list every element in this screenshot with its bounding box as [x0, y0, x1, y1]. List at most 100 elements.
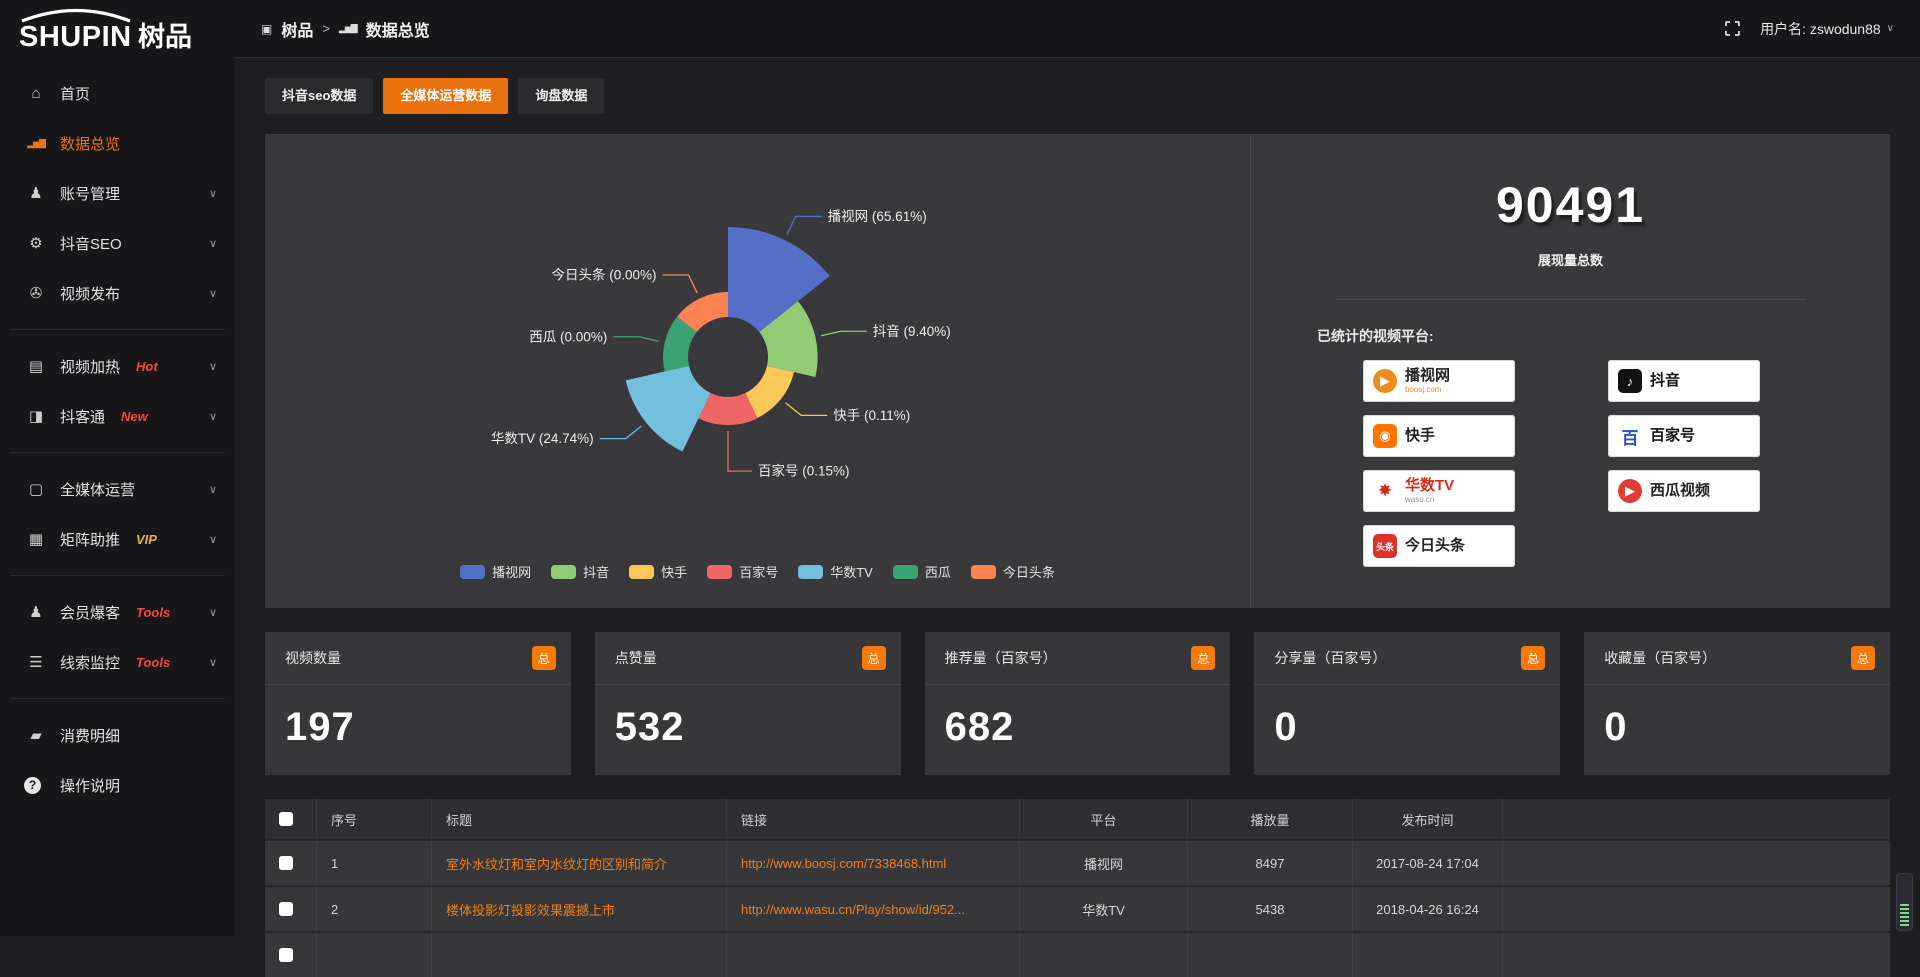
chat-icon: ◨: [24, 407, 48, 425]
total-badge: 总: [1521, 646, 1545, 670]
table-cell-extra: [1503, 887, 1890, 931]
pie-slice-播视网[interactable]: [728, 227, 830, 332]
total-badge: 总: [532, 646, 556, 670]
table-cell-checkbox: [265, 887, 317, 931]
sliders-icon: ☰: [24, 653, 48, 671]
sidebar-item-抖音SEO[interactable]: ⚙抖音SEO∨: [0, 218, 235, 268]
nav-divider: [10, 698, 225, 699]
select-all-checkbox[interactable]: [279, 812, 293, 826]
table-cell-seq: 1: [317, 841, 432, 885]
total-impressions-value: 90491: [1251, 176, 1890, 234]
pie-slice-华数TV[interactable]: [625, 366, 710, 452]
platform-subtext: wasu.cn: [1405, 496, 1454, 504]
floating-scroll-widget[interactable]: [1896, 873, 1913, 931]
table-header-cell: 序号: [317, 799, 432, 839]
pie-label-今日头条: 今日头条 (0.00%): [551, 267, 656, 283]
tab-询盘数据[interactable]: 询盘数据: [518, 78, 604, 114]
table-cell-platform: [1020, 933, 1188, 977]
tab-抖音seo数据[interactable]: 抖音seo数据: [265, 78, 373, 114]
user-menu[interactable]: 用户名: zswodun88 ∨: [1760, 19, 1894, 39]
legend-label: 快手: [661, 562, 687, 581]
platform-subtext: boosj.com: [1405, 386, 1450, 394]
platform-badge-快手: ◉快手: [1363, 415, 1515, 457]
user-icon: ♟: [24, 184, 48, 202]
legend-swatch: [798, 565, 823, 579]
platform-name: 西瓜视频: [1650, 483, 1710, 499]
sidebar-item-视频发布[interactable]: ✇视频发布∨: [0, 268, 235, 318]
platform-badge-西瓜视频: ▶ 西瓜视频: [1608, 470, 1760, 512]
platform-text: 抖音: [1650, 373, 1680, 389]
platform-badge-抖音: ♪抖音: [1608, 360, 1760, 402]
rose-pie-chart[interactable]: 播视网 (65.61%) 抖音 (9.40%) 快手 (0.11%) 百家号 (0.1…: [278, 152, 1238, 554]
table-cell-url-link[interactable]: http://www.wasu.cn/Play/show/id/952...: [727, 887, 1020, 931]
total-badge: 总: [1191, 646, 1215, 670]
legend-item-快手[interactable]: 快手: [629, 562, 687, 581]
legend-label: 华数TV: [830, 562, 873, 581]
breadcrumb-item-root[interactable]: 树品: [281, 17, 313, 41]
sidebar-item-label: 操作说明: [60, 775, 120, 796]
stat-card-title: 推荐量（百家号）: [945, 648, 1192, 668]
pie-label-播视网: 播视网 (65.61%): [827, 209, 926, 224]
sidebar-item-label: 数据总览: [60, 133, 120, 154]
xigua-logo-icon: ▶: [1618, 479, 1642, 503]
stat-card-value: 0: [1254, 685, 1560, 750]
stat-card-title: 分享量（百家号）: [1274, 648, 1521, 668]
stat-card-header: 收藏量（百家号）总: [1584, 632, 1890, 685]
stat-card-header: 推荐量（百家号）总: [925, 632, 1231, 685]
row-checkbox[interactable]: [279, 948, 293, 962]
pie-label-快手: 快手 (0.11%): [833, 408, 910, 423]
tab-全媒体运营数据[interactable]: 全媒体运营数据: [383, 78, 508, 114]
sidebar-item-全媒体运营[interactable]: ▢全媒体运营∨: [0, 464, 235, 514]
fullscreen-icon[interactable]: [1725, 21, 1740, 36]
table-cell-title-link[interactable]: 楼体投影灯投影效果震撼上市: [432, 887, 727, 931]
sidebar-item-label: 抖音SEO: [60, 233, 122, 254]
overview-panel: 播视网 (65.61%) 抖音 (9.40%) 快手 (0.11%) 百家号 (0.1…: [265, 134, 1890, 608]
table-cell-title-link[interactable]: 室外水纹灯和室内水纹灯的区别和简介: [432, 841, 727, 885]
table-cell-seq: [317, 933, 432, 977]
legend-item-华数TV[interactable]: 华数TV: [798, 562, 873, 581]
table-cell-title-link[interactable]: [432, 933, 727, 977]
table-cell-plays: 8497: [1188, 841, 1353, 885]
table-cell-time: [1353, 933, 1503, 977]
sidebar-item-数据总览[interactable]: ▂▅▇ 数据总览: [0, 118, 235, 168]
summary-divider: [1336, 299, 1806, 300]
sidebar-item-badge: Tools: [136, 605, 170, 620]
sidebar-item-操作说明[interactable]: ? 操作说明: [0, 760, 235, 810]
bar-chart-icon: ▂▅▇: [24, 138, 48, 149]
table-cell-url-link[interactable]: http://www.boosj.com/7338468.html: [727, 841, 1020, 885]
row-checkbox[interactable]: [279, 902, 293, 916]
legend-item-抖音[interactable]: 抖音: [551, 562, 609, 581]
table-header-cell: 链接: [727, 799, 1020, 839]
pie-label-line-今日头条: [662, 275, 697, 293]
app-logo: SHUPIN 树品: [0, 0, 235, 58]
table-cell-url-link[interactable]: [727, 933, 1020, 977]
nav-divider: [10, 575, 225, 576]
legend-label: 西瓜: [925, 562, 951, 581]
pie-label-抖音: 抖音 (9.40%): [872, 323, 950, 339]
sidebar-item-账号管理[interactable]: ♟账号管理∨: [0, 168, 235, 218]
sidebar-item-label: 视频发布: [60, 283, 120, 304]
sidebar-item-首页[interactable]: ⌂首页: [0, 68, 235, 118]
pie-label-百家号: 百家号 (0.15%): [758, 463, 850, 479]
home-icon: ⌂: [24, 85, 48, 102]
chevron-down-icon: ∨: [209, 287, 217, 300]
table-header-cell: 播放量: [1188, 799, 1353, 839]
total-badge: 总: [862, 646, 886, 670]
question-icon: ?: [24, 777, 41, 794]
platform-text: 今日头条: [1405, 538, 1465, 554]
legend-item-西瓜[interactable]: 西瓜: [893, 562, 951, 581]
sidebar-item-消费明细[interactable]: ▰消费明细: [0, 710, 235, 760]
logo-graphic: SHUPIN 树品: [16, 6, 216, 52]
legend-item-百家号[interactable]: 百家号: [707, 562, 778, 581]
legend-item-今日头条[interactable]: 今日头条: [971, 562, 1055, 581]
legend-item-播视网[interactable]: 播视网: [460, 562, 531, 581]
person-icon: ♟: [24, 603, 48, 621]
row-checkbox[interactable]: [279, 856, 293, 870]
